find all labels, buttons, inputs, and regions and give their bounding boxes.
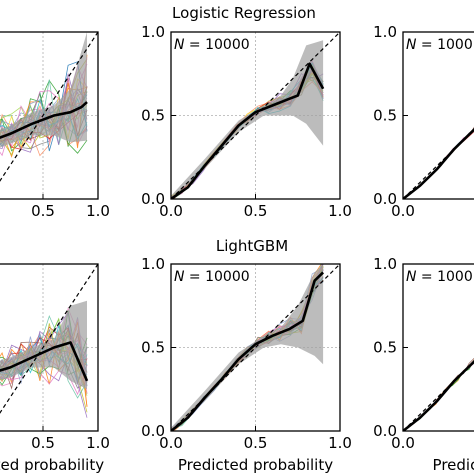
confidence-band xyxy=(0,32,87,148)
panels-group: 0.5 1.0 0.0 0.5 1.00.00.51.0N = 100000.00.00… xyxy=(0,23,474,474)
diagonal-reference-line xyxy=(403,128,474,199)
y-tick-label: 0.0 xyxy=(373,190,397,208)
bootstrap-line xyxy=(403,357,474,431)
bootstrap-line xyxy=(403,130,474,199)
axes-frame xyxy=(402,263,474,432)
axes-frame xyxy=(0,263,99,432)
plot-area xyxy=(403,357,474,431)
x-axis-label: Predicte xyxy=(433,456,474,474)
x-tick-label: 0.5 xyxy=(244,434,268,452)
y-tick-label: 0.0 xyxy=(141,422,165,440)
y-tick-label: 0.5 xyxy=(141,107,165,125)
x-tick-label: 1.0 xyxy=(328,434,352,452)
bootstrap-line xyxy=(403,130,474,199)
mean-calibration-line xyxy=(171,62,325,199)
diagonal-reference-line xyxy=(0,264,98,414)
x-tick-label: 0.0 xyxy=(159,434,183,452)
bootstrap-line xyxy=(403,362,474,431)
y-tick-label: 0.0 xyxy=(141,190,165,208)
x-axis-label: Predicted probability xyxy=(0,456,104,474)
panel-r0c2: 0.00.0 0.5 1.0 N = 1000 xyxy=(373,23,474,220)
plot-area xyxy=(171,32,340,199)
x-tick-label: 1.0 xyxy=(86,202,110,220)
bootstrap-line xyxy=(403,126,474,199)
mean-calibration-line xyxy=(171,271,325,431)
confidence-band xyxy=(0,300,87,390)
plot-area xyxy=(403,126,474,199)
x-tick-label: 0.0 xyxy=(159,202,183,220)
confidence-band xyxy=(171,264,324,431)
axes-frame xyxy=(0,31,99,200)
bootstrap-line xyxy=(403,128,474,199)
y-tick-label: 0.5 xyxy=(141,339,165,357)
plot-area xyxy=(0,264,98,431)
axes-frame xyxy=(402,31,474,200)
sample-size-annotation: N = 10000 xyxy=(174,269,250,285)
bootstrap-line xyxy=(403,362,474,431)
y-tick-label: 0.5 xyxy=(373,107,397,125)
y-tick-label: 1.0 xyxy=(373,23,397,41)
x-tick-label: 0.5 xyxy=(244,202,268,220)
x-tick-label: 0.0 xyxy=(391,202,415,220)
y-tick-label: 0.0 xyxy=(373,422,397,440)
plot-area xyxy=(0,32,98,199)
bootstrap-line xyxy=(403,362,474,431)
diagonal-reference-line xyxy=(0,32,98,182)
sample-size-annotation: N = 10000 xyxy=(174,37,250,53)
panel-r1c0: 0.5 1.0 Predicted probability xyxy=(0,263,110,474)
x-tick-label: 1.0 xyxy=(86,434,110,452)
sample-size-annotation: N = 1000 xyxy=(406,37,473,53)
x-tick-label: 0.5 xyxy=(31,202,55,220)
mean-calibration-line xyxy=(403,359,474,431)
y-tick-label: 1.0 xyxy=(373,255,397,273)
y-tick-label: 1.0 xyxy=(141,255,165,273)
y-tick-label: 1.0 xyxy=(141,23,165,41)
y-tick-label: 0.5 xyxy=(373,339,397,357)
x-tick-label: 0.5 xyxy=(31,434,55,452)
diagonal-reference-line xyxy=(171,32,340,199)
mean-calibration-line xyxy=(0,341,89,382)
panel-r1c1: 0.0 0.5 1.0 0.0 0.5 1.0 N = 10000 Predicted pro… xyxy=(141,255,352,474)
plot-area xyxy=(171,264,340,431)
bootstrap-line xyxy=(403,128,474,199)
sample-size-annotation: N = 1000 xyxy=(406,269,473,285)
row-title-logistic-regression: Logistic Regression xyxy=(172,4,316,22)
mean-calibration-line xyxy=(0,101,88,140)
panel-r0c1: 0.0 0.5 1.0 0.0 0.5 1.0 N = 10000 xyxy=(141,23,352,220)
diagonal-reference-line xyxy=(403,360,474,431)
panel-r0c0: 0.5 1.0 xyxy=(0,31,110,220)
row-title-lightgbm: LightGBM xyxy=(216,237,288,255)
x-tick-label: 0.0 xyxy=(391,434,415,452)
x-axis-label: Predicted probability xyxy=(178,456,333,474)
bootstrap-line xyxy=(403,361,474,431)
x-tick-label: 1.0 xyxy=(328,202,352,220)
panel-r1c2: 0.00.0 0.5 1.0 N = 1000 Predicte xyxy=(373,255,474,474)
mean-calibration-line xyxy=(403,127,474,199)
